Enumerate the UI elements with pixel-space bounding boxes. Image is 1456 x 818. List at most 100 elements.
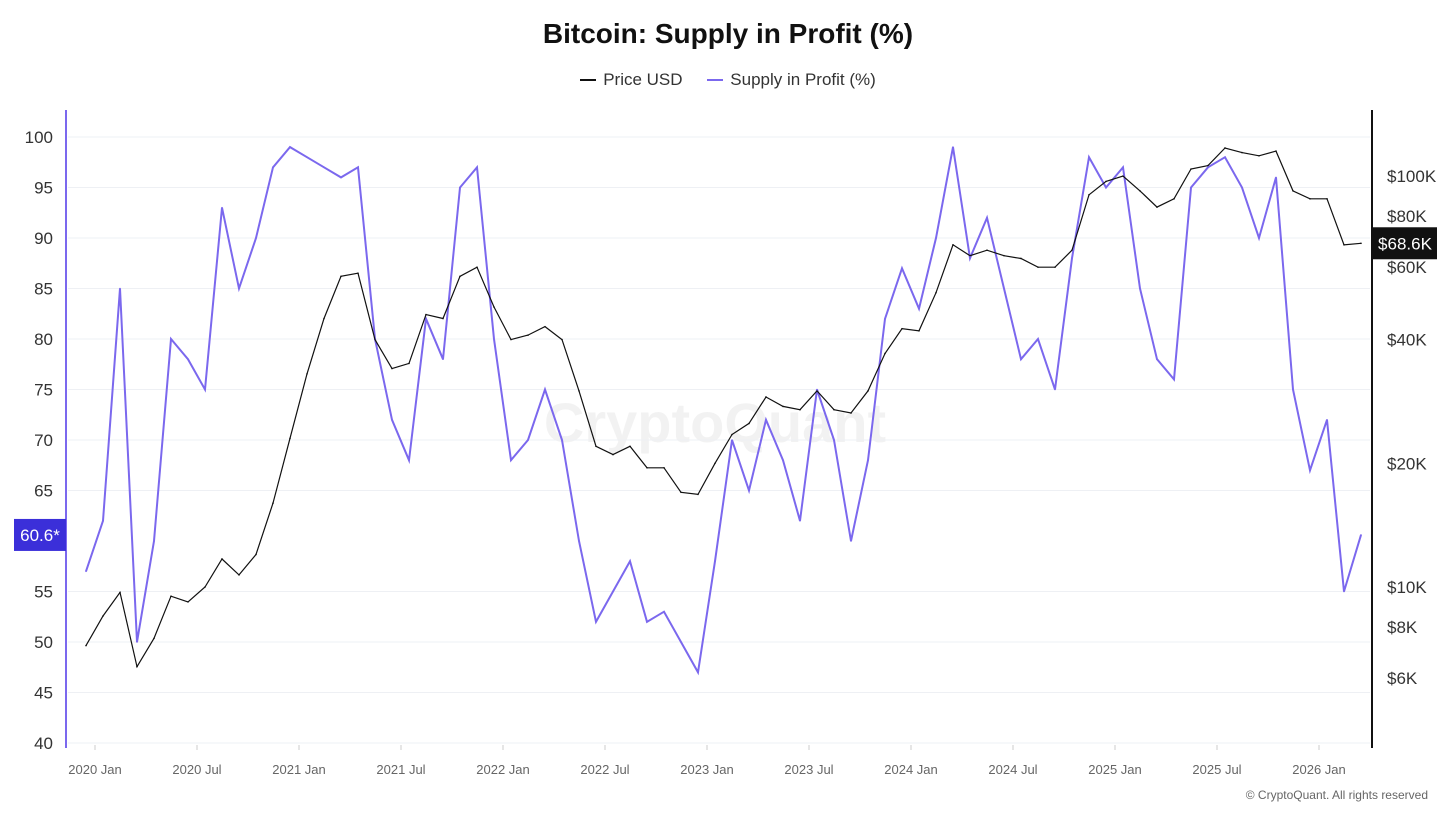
supply-point (1241, 186, 1243, 189)
y-right-tick-label: $60K (1387, 258, 1427, 277)
supply-point (425, 318, 427, 320)
y-right-tick-label: $80K (1387, 207, 1427, 226)
chart-title: Bitcoin: Supply in Profit (%) (542, 18, 914, 49)
supply-point (748, 489, 750, 492)
supply-point (493, 338, 495, 340)
supply-point (1054, 388, 1056, 391)
supply-point (272, 166, 274, 169)
y-right-tick-label: $100K (1387, 167, 1437, 186)
supply-point (1020, 358, 1022, 361)
y-left-tick-label: 50 (34, 633, 53, 652)
supply-point (1139, 287, 1141, 290)
supply-in-profit-line (85, 145, 1362, 676)
supply-point (1292, 388, 1294, 391)
x-tick-label: 2020 Jan (68, 762, 122, 777)
supply-point (1105, 186, 1107, 189)
supply-point (799, 520, 801, 522)
current-price-badge (1373, 227, 1437, 260)
supply-point (136, 641, 138, 643)
supply-point (187, 358, 189, 361)
y-left-tick-label: 40 (34, 734, 53, 753)
supply-point (289, 146, 291, 148)
supply-point (1173, 378, 1175, 381)
copyright-footer: © CryptoQuant. All rights reserved (1245, 788, 1428, 802)
legend: Price USD Supply in Profit (%) (0, 66, 1456, 90)
current-price-label: $68.6K (1378, 234, 1433, 253)
supply-point (1309, 469, 1311, 472)
legend-swatch-price (580, 79, 597, 81)
supply-point (952, 146, 954, 148)
supply-point (1258, 237, 1260, 239)
supply-point (102, 520, 104, 522)
x-tick-label: 2023 Jan (680, 762, 734, 777)
supply-point (170, 338, 172, 340)
x-tick-label: 2022 Jul (580, 762, 629, 777)
x-tick-label: 2025 Jan (1088, 762, 1142, 777)
supply-point (680, 641, 682, 643)
supply-point (476, 166, 478, 169)
supply-point (850, 540, 852, 542)
price-line (85, 147, 1362, 669)
supply-point (629, 560, 631, 562)
supply-point (255, 237, 257, 239)
legend-swatch-supply (707, 79, 724, 81)
supply-point (1122, 166, 1124, 169)
supply-point (1190, 186, 1192, 189)
x-tick-label: 2022 Jan (476, 762, 530, 777)
supply-point (204, 388, 206, 391)
x-tick-label: 2024 Jul (988, 762, 1037, 777)
supply-point (867, 459, 869, 462)
x-tick-label: 2020 Jul (172, 762, 221, 777)
supply-point (323, 166, 325, 169)
x-tick-label: 2021 Jan (272, 762, 326, 777)
supply-point (1360, 534, 1362, 536)
supply-point (1343, 590, 1345, 593)
y-right-tick-label: $40K (1387, 331, 1427, 350)
supply-point (884, 318, 886, 320)
supply-point (816, 388, 818, 391)
supply-point (119, 287, 121, 290)
supply-point (442, 358, 444, 361)
supply-point (595, 621, 597, 623)
supply-point (1088, 156, 1090, 158)
legend-item-price[interactable]: Price USD (580, 70, 683, 90)
supply-point (935, 237, 937, 239)
supply-point (901, 267, 903, 270)
supply-point (697, 671, 699, 674)
supply-point (561, 439, 563, 441)
supply-point (544, 388, 546, 391)
legend-label-price: Price USD (603, 70, 683, 89)
supply-point (306, 156, 308, 158)
supply-point (646, 621, 648, 623)
supply-point (714, 560, 716, 562)
supply-point (459, 186, 461, 189)
supply-point (1275, 176, 1277, 179)
supply-point (153, 540, 155, 542)
supply-point (578, 540, 580, 542)
x-tick-label: 2025 Jul (1192, 762, 1241, 777)
x-tick-label: 2021 Jul (376, 762, 425, 777)
supply-point (1207, 166, 1209, 169)
supply-point (663, 610, 665, 613)
supply-point (221, 206, 223, 209)
supply-point (969, 257, 971, 260)
legend-item-supply[interactable]: Supply in Profit (%) (707, 70, 876, 90)
y-left-tick-label: 80 (34, 330, 53, 349)
supply-point (833, 439, 835, 441)
supply-point (1156, 358, 1158, 361)
current-supply-badge (14, 518, 66, 551)
supply-point (238, 287, 240, 290)
supply-point (782, 459, 784, 462)
supply-point (391, 419, 393, 421)
supply-point (510, 459, 512, 462)
supply-point (357, 166, 359, 169)
supply-point (612, 590, 614, 593)
y-left-tick-label: 90 (34, 229, 53, 248)
supply-point (918, 307, 920, 310)
supply-point (1326, 419, 1328, 421)
y-left-tick-label: 55 (34, 583, 53, 602)
current-supply-label: 60.6* (20, 526, 60, 545)
y-left-tick-label: 45 (34, 684, 53, 703)
supply-point (986, 217, 988, 219)
